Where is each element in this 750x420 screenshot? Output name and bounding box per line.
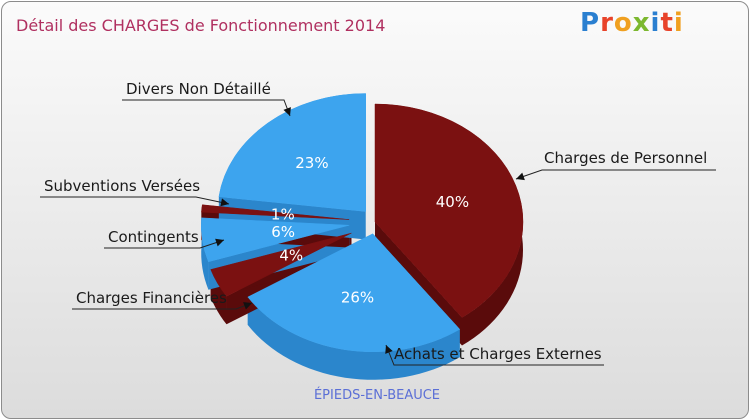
leader-line-charges-de-personnel [515, 169, 716, 180]
leader-line-subventions-versees [40, 196, 230, 205]
label-divers-non-detaille: Divers Non Détaillé [126, 80, 271, 98]
percent-label-subventions-versees: 1% [271, 206, 295, 224]
pie-slice-labels: Charges de Personnel Achats et Charges Ex… [44, 80, 707, 363]
logo-letter: i [673, 8, 684, 38]
leader-arrow-divers-non-detaille [283, 107, 291, 116]
slice-achats-et-charges-externes [247, 233, 461, 353]
percent-label-charges-financieres: 4% [279, 247, 303, 265]
slice-divers-non-detaille [218, 93, 366, 212]
label-charges-financieres: Charges Financières [76, 289, 227, 307]
slice-subventions-versees [201, 204, 350, 220]
leader-arrow-achats-et-charges-externes [385, 345, 393, 354]
logo-letter: i [650, 8, 661, 38]
leader-arrow-charges-de-personnel [516, 172, 525, 181]
slice-charges-de-personnel [374, 103, 524, 318]
label-contingents: Contingents [108, 228, 199, 246]
slice-contingents [200, 217, 350, 263]
logo-letter: r [600, 8, 614, 38]
pie-slices [200, 93, 524, 353]
leader-arrow-contingents [215, 238, 224, 247]
label-achats-et-charges-externes: Achats et Charges Externes [394, 345, 602, 363]
commune-name: ÉPIEDS-EN-BEAUCE [313, 388, 441, 403]
logo-letter: t [660, 8, 674, 38]
logo-letter: o [613, 8, 633, 38]
leader-line-divers-non-detaille [122, 99, 291, 117]
pie-percent-labels: 40% 26% 4% 6%1% 23% [271, 154, 469, 307]
chart-title: Détail des CHARGES de Fonctionnement 201… [16, 16, 386, 35]
leader-arrow-charges-financieres [243, 302, 252, 310]
leader-arrow-subventions-versees [220, 198, 229, 207]
logo-letter: x [632, 8, 651, 38]
percent-label-achats-et-charges-externes: 26% [341, 289, 374, 307]
percent-label-charges-de-personnel: 40% [436, 193, 469, 211]
slice-charges-financieres [210, 232, 352, 297]
logo-letter: P [580, 8, 601, 38]
proxiti-logo[interactable]: Proxiti [580, 8, 684, 38]
label-leader-lines [40, 99, 716, 366]
percent-label-divers-non-detaille: 23% [295, 154, 328, 172]
leader-line-contingents [104, 239, 225, 249]
label-charges-de-personnel: Charges de Personnel [544, 149, 707, 167]
label-subventions-versees: Subventions Versées [44, 177, 200, 195]
percent-label-contingents: 6% [271, 223, 295, 241]
